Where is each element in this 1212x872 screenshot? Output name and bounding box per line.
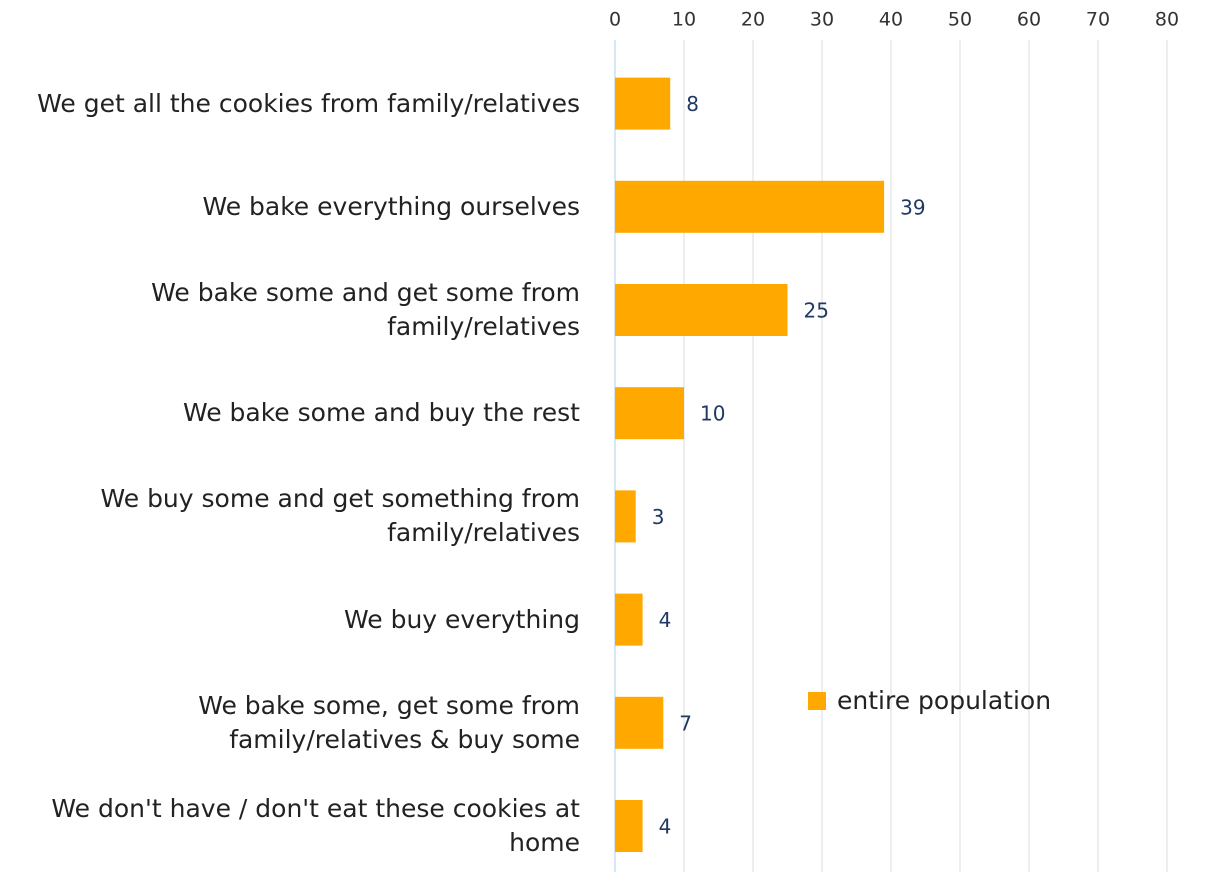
y-tick-label: We get all the cookies from family/relat… bbox=[37, 88, 580, 118]
value-label: 4 bbox=[659, 815, 672, 839]
value-label: 7 bbox=[679, 711, 692, 735]
y-tick-label: We bake some, get some from family/relat… bbox=[198, 690, 580, 754]
bar bbox=[615, 696, 664, 749]
x-tick-label: 40 bbox=[879, 9, 903, 31]
bar bbox=[615, 387, 684, 440]
bar bbox=[615, 490, 636, 543]
bar bbox=[615, 800, 643, 852]
x-tick-label: 60 bbox=[1017, 9, 1041, 31]
bar bbox=[615, 180, 885, 233]
y-tick-label: We bake some and buy the rest bbox=[182, 398, 580, 428]
value-label: 4 bbox=[659, 608, 672, 632]
legend-label: entire population bbox=[837, 686, 1051, 715]
value-label: 10 bbox=[700, 402, 725, 426]
value-label: 39 bbox=[900, 195, 925, 219]
x-tick-label: 80 bbox=[1155, 9, 1179, 31]
y-tick-label: We buy everything bbox=[344, 604, 580, 634]
value-label: 25 bbox=[804, 299, 829, 323]
y-tick-label: We bake everything ourselves bbox=[202, 191, 580, 221]
x-tick-label: 30 bbox=[810, 9, 834, 31]
value-label: 3 bbox=[652, 505, 665, 529]
y-tick-label: We bake some and get some from family/re… bbox=[151, 278, 580, 341]
x-tick-label: 50 bbox=[948, 9, 972, 31]
legend-swatch bbox=[808, 692, 826, 710]
bar bbox=[615, 593, 643, 646]
y-tick-label: We don't have / don't eat these cookies … bbox=[51, 794, 580, 857]
y-tick-label: We buy some and get something from famil… bbox=[100, 484, 580, 548]
bar bbox=[615, 77, 671, 130]
x-tick-label: 20 bbox=[741, 9, 765, 31]
x-tick-label: 70 bbox=[1086, 9, 1110, 31]
x-tick-label: 10 bbox=[672, 9, 696, 31]
x-tick-label: 0 bbox=[609, 9, 621, 31]
value-label: 8 bbox=[686, 92, 699, 116]
bar bbox=[615, 284, 788, 336]
